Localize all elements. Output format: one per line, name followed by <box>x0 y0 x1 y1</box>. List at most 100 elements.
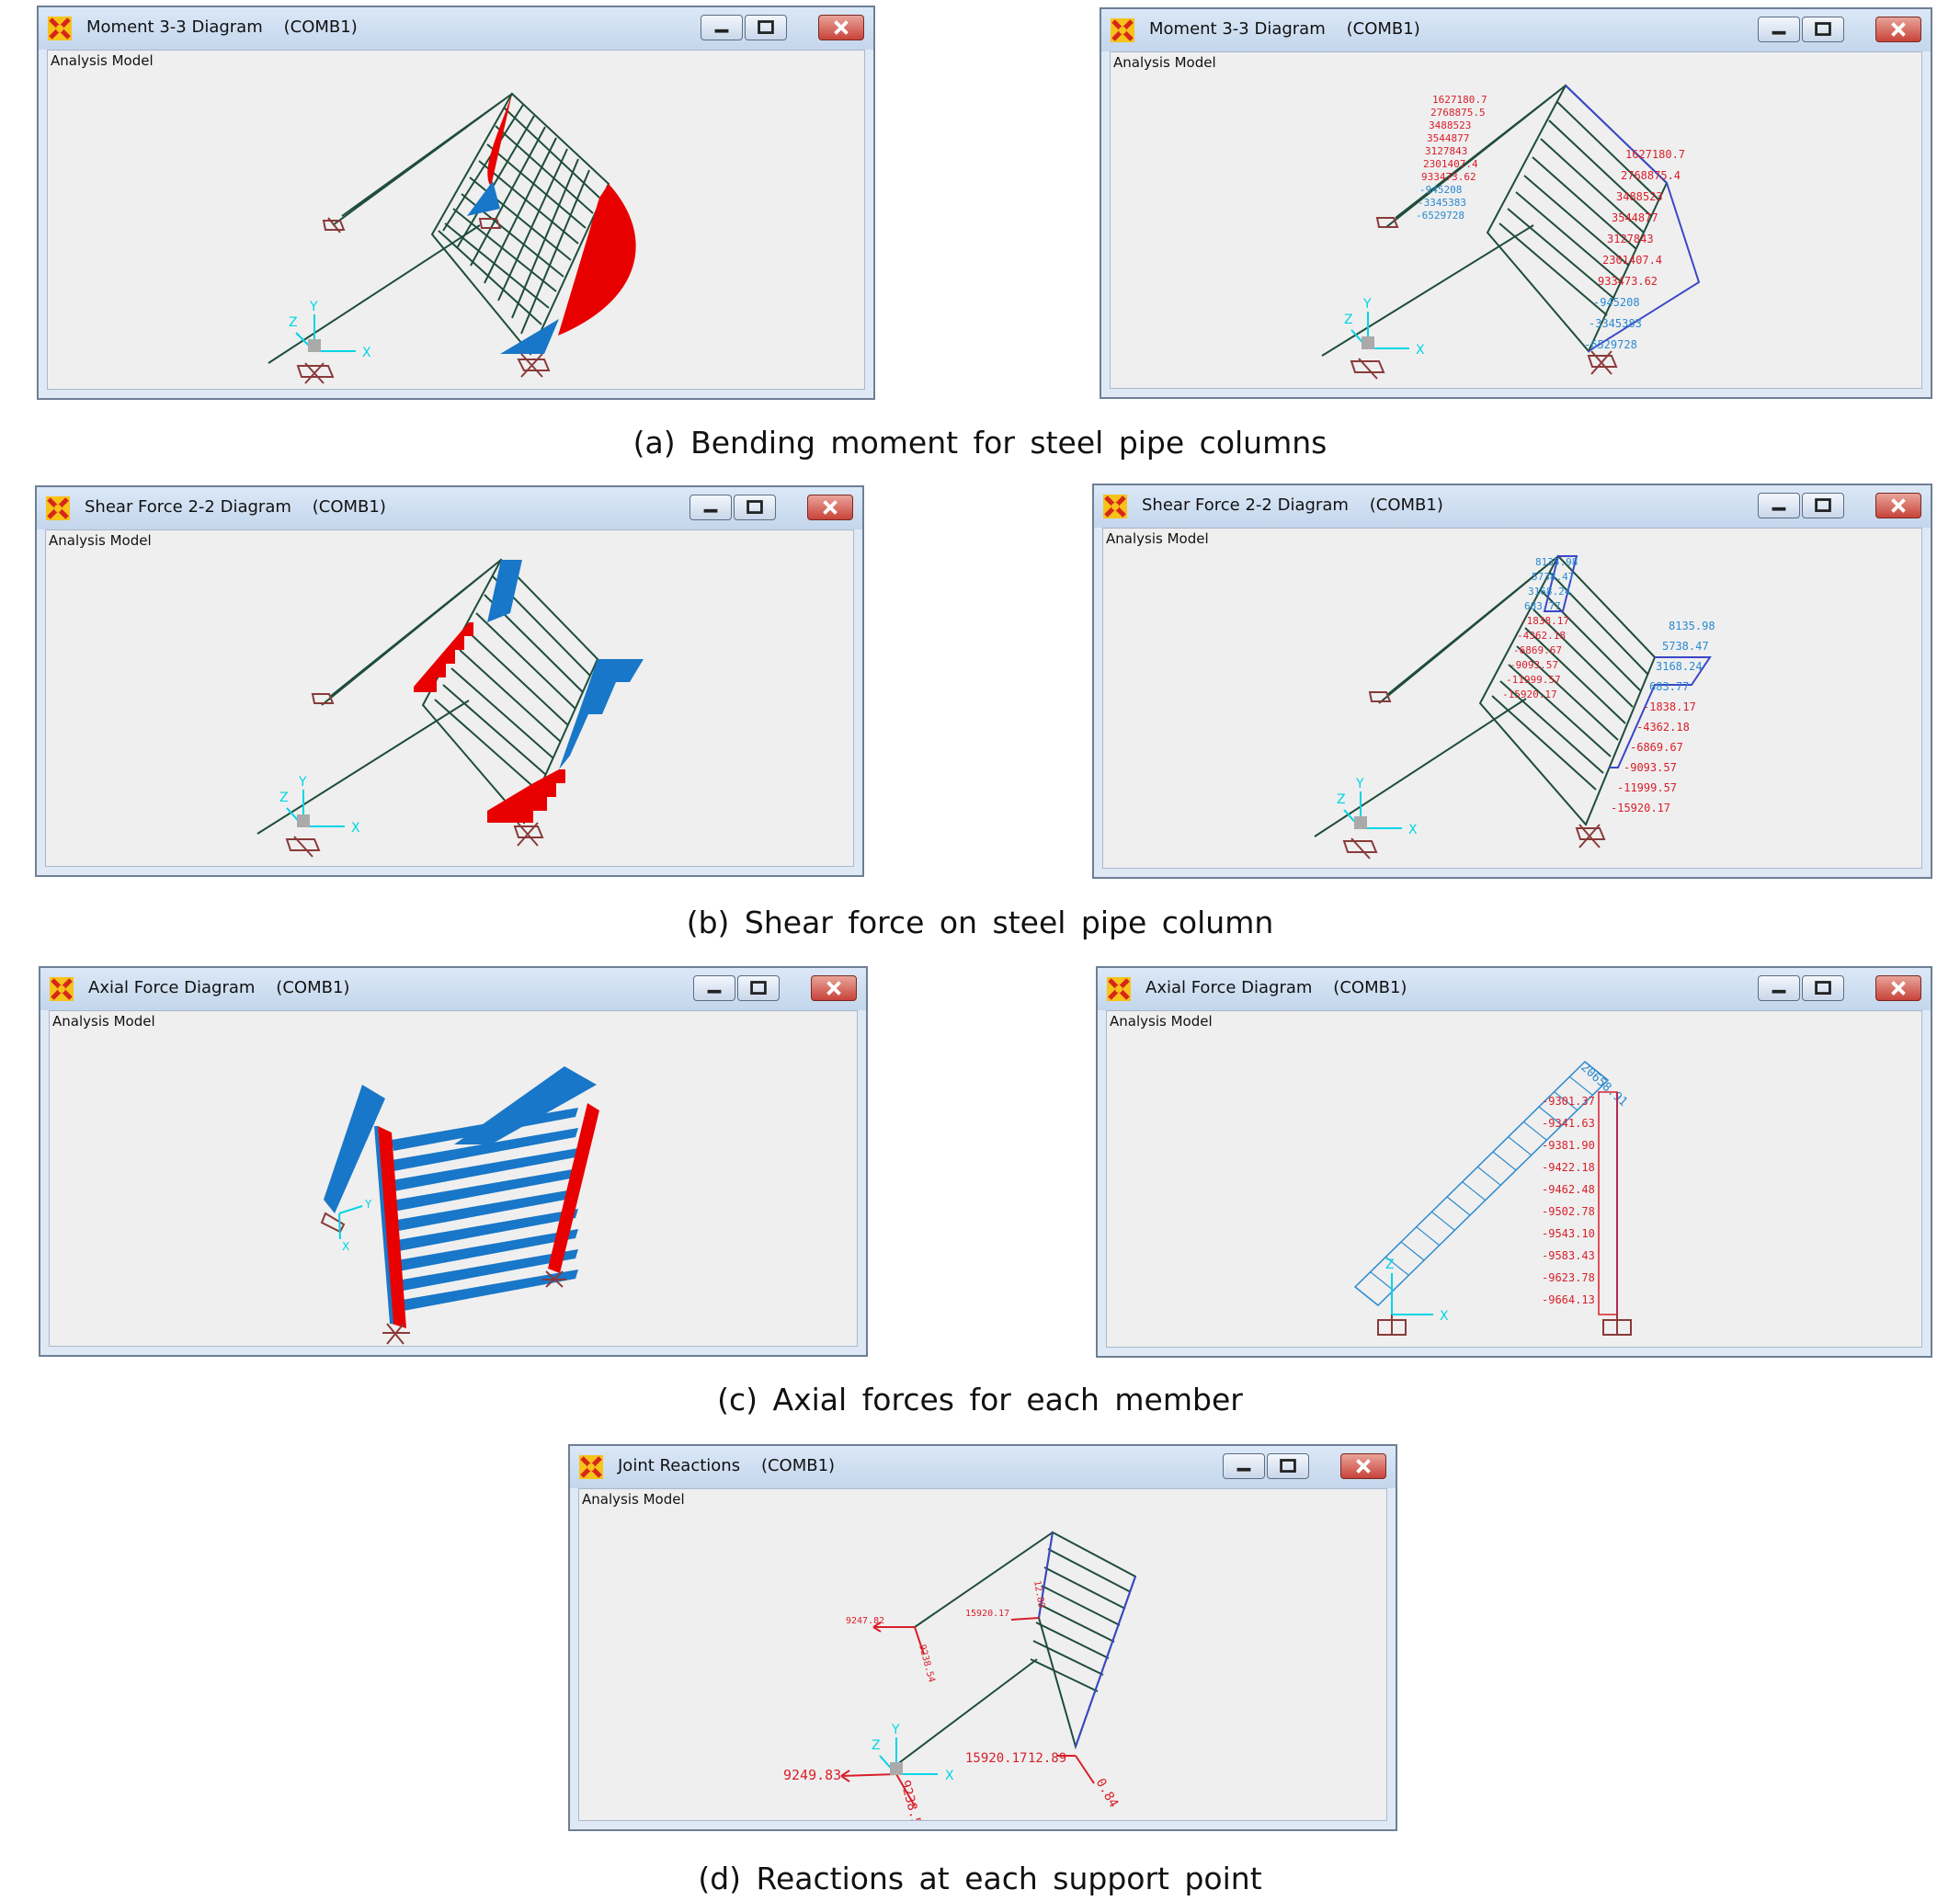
minimize-button[interactable] <box>1758 493 1800 518</box>
maximize-button[interactable] <box>737 975 780 1001</box>
maximize-button[interactable] <box>1802 17 1844 42</box>
caption-b: (b) Shear force on steel pipe column <box>686 905 1274 940</box>
close-button[interactable] <box>807 495 853 520</box>
moment-negative-left <box>467 181 500 216</box>
close-button[interactable] <box>1875 975 1921 1001</box>
maximize-icon <box>1815 981 1831 995</box>
minimize-button[interactable] <box>1758 975 1800 1001</box>
support-marker <box>296 217 551 384</box>
maximize-button[interactable] <box>734 495 776 520</box>
close-icon <box>823 500 838 515</box>
maximize-icon <box>750 981 767 995</box>
value-label: -3345383 <box>1418 197 1466 209</box>
drawing-area[interactable]: Analysis Model X <box>47 50 865 390</box>
close-button[interactable] <box>1875 493 1921 518</box>
minimize-button[interactable] <box>689 495 732 520</box>
shear-positive-right <box>487 769 565 823</box>
title-bar[interactable]: Shear Force 2-2 Diagram (COMB1) <box>1094 485 1931 528</box>
sap-app-icon <box>50 977 74 1001</box>
minimize-icon <box>1236 1467 1251 1472</box>
reaction-label: 12.89 <box>1031 1580 1046 1610</box>
value-label: 3127843 <box>1425 145 1467 157</box>
drawing-area[interactable]: Analysis Model X Y Z <box>45 529 854 867</box>
value-label: -9664.13 <box>1542 1293 1595 1306</box>
minimize-button[interactable] <box>1758 17 1800 42</box>
title-bar[interactable]: Joint Reactions (COMB1) <box>570 1446 1396 1488</box>
minimize-icon <box>1772 30 1786 35</box>
axis-label-x: X <box>1408 823 1418 837</box>
value-label: -9093.57 <box>1510 659 1558 671</box>
axis-label-z: Z <box>1344 313 1353 327</box>
value-label: 1627180.7 <box>1432 94 1487 106</box>
maximize-button[interactable] <box>1802 493 1844 518</box>
axial-beam <box>392 1148 578 1191</box>
close-button[interactable] <box>1875 17 1921 42</box>
maximize-button[interactable] <box>745 15 787 40</box>
close-button[interactable] <box>811 975 857 1001</box>
sap-app-icon <box>1103 495 1127 518</box>
shear-labels-right: 8135.98 5738.47 3168.24 683.77 -1838.17 -4362… <box>1611 620 1715 814</box>
window-title: Shear Force 2-2 Diagram (COMB1) <box>85 497 386 517</box>
minimize-icon <box>1772 507 1786 511</box>
title-bar[interactable]: Axial Force Diagram (COMB1) <box>40 968 866 1010</box>
axial-beam <box>392 1209 578 1252</box>
sap-app-icon <box>48 17 72 40</box>
value-label: -945208 <box>1593 296 1640 309</box>
support-marker <box>285 693 544 858</box>
minimize-button[interactable] <box>693 975 735 1001</box>
value-label: 2768875.4 <box>1621 169 1681 182</box>
caption-a: (a) Bending moment for steel pipe column… <box>632 425 1328 461</box>
close-button[interactable] <box>818 15 864 40</box>
axis-triad <box>286 790 345 827</box>
value-label: 5738.47 <box>1532 571 1574 583</box>
drawing-area[interactable]: Analysis Model 20658.91 -9301.37 -9341.63… <box>1106 1010 1922 1348</box>
close-button[interactable] <box>1340 1453 1386 1479</box>
window-title: Axial Force Diagram (COMB1) <box>88 978 350 997</box>
axis-label-x: X <box>945 1769 954 1783</box>
value-label: 3488523 <box>1616 190 1663 203</box>
caption-d: (d) Reactions at each support point <box>698 1861 1262 1896</box>
moment-diagram-view: X Y Z <box>268 92 636 384</box>
analysis-model-label: Analysis Model <box>582 1491 685 1508</box>
analysis-model-label: Analysis Model <box>1110 1013 1213 1030</box>
drawing-area[interactable]: Analysis Model 8135.98 5738.47 3168.24 683.… <box>1102 528 1922 869</box>
maximize-button[interactable] <box>1267 1453 1309 1479</box>
sap-app-icon <box>46 496 70 520</box>
support-marker <box>1377 1315 1632 1336</box>
brace-hatch <box>1354 1061 1609 1306</box>
drawing-area[interactable]: Analysis Model 1627180.7 2768875.5 3488523… <box>1110 51 1922 389</box>
drawing-area[interactable]: Analysis Model 9247.82 9238.54 15920.17 <box>578 1488 1387 1821</box>
drawing-area[interactable]: Analysis Model Y X <box>49 1010 858 1347</box>
window-title: Moment 3-3 Diagram (COMB1) <box>86 17 358 37</box>
title-bar[interactable]: Axial Force Diagram (COMB1) <box>1098 968 1931 1010</box>
minimize-button[interactable] <box>701 15 743 40</box>
value-label: -11999.57 <box>1506 674 1561 686</box>
axis-label-x: X <box>1440 1309 1449 1324</box>
value-label: 3127843 <box>1607 233 1654 245</box>
value-label: 3544877 <box>1427 132 1469 144</box>
value-label: -6529728 <box>1416 210 1464 222</box>
value-label: -15920.17 <box>1502 689 1557 700</box>
value-label: 933473.62 <box>1421 171 1476 183</box>
axis-label-y: Y <box>298 775 307 790</box>
window-title: Joint Reactions (COMB1) <box>618 1456 836 1475</box>
minimize-button[interactable] <box>1223 1453 1265 1479</box>
axial-beam <box>392 1168 578 1212</box>
title-bar[interactable]: Shear Force 2-2 Diagram (COMB1) <box>37 487 862 529</box>
value-label: -9462.48 <box>1542 1183 1595 1196</box>
value-label: -4362.18 <box>1636 721 1690 734</box>
axial-beam <box>392 1108 578 1151</box>
maximize-icon <box>758 20 774 34</box>
analysis-model-label: Analysis Model <box>52 1013 155 1030</box>
value-label: 1627180.7 <box>1625 148 1685 161</box>
origin-marker <box>890 1762 903 1775</box>
origin-marker <box>1362 336 1374 349</box>
value-label: -9341.63 <box>1542 1117 1595 1130</box>
reaction-arrows <box>840 1617 1095 1807</box>
axis-triad <box>1350 312 1409 349</box>
shear-positive-left <box>414 622 485 692</box>
reaction-label: 12.89 <box>1028 1751 1066 1766</box>
title-bar[interactable]: Moment 3-3 Diagram (COMB1) <box>1101 9 1931 51</box>
maximize-button[interactable] <box>1802 975 1844 1001</box>
title-bar[interactable]: Moment 3-3 Diagram (COMB1) <box>39 7 873 50</box>
